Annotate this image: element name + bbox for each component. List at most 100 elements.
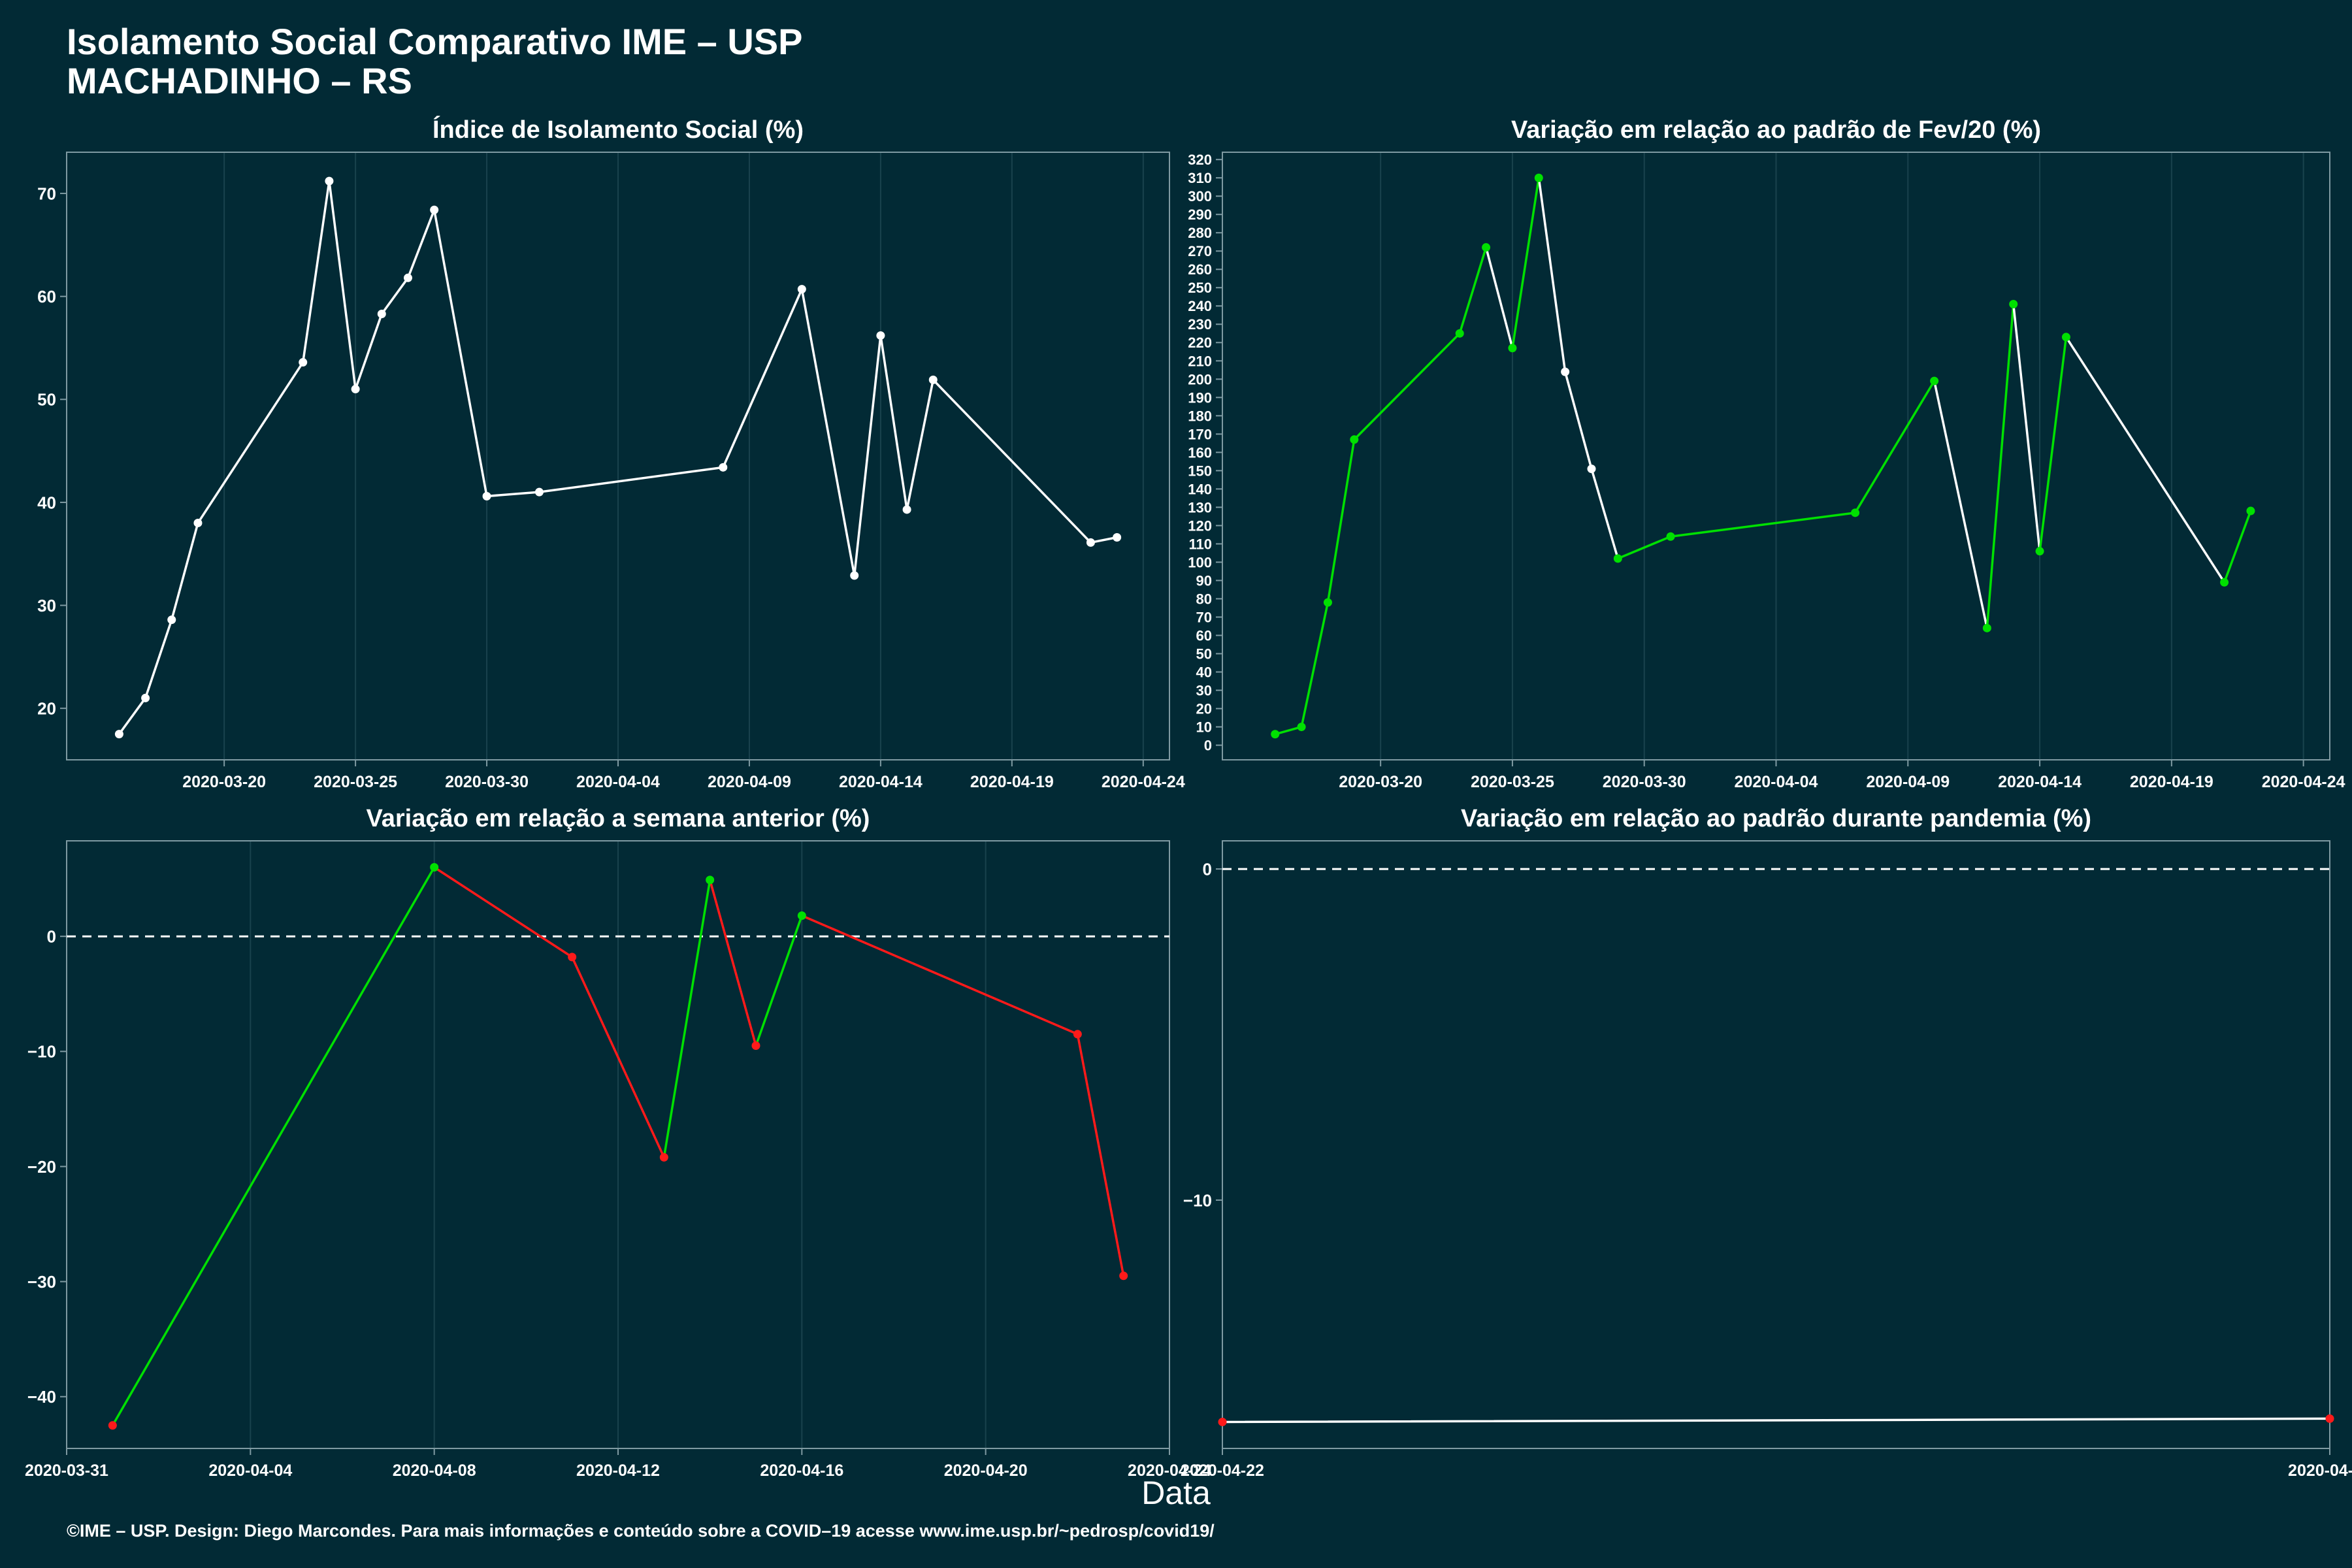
data-point [1930,376,1939,385]
y-tick-label: 10 [1196,719,1212,735]
series-line-segment [722,287,804,469]
y-tick-label: 200 [1188,371,1212,387]
y-tick-label: 50 [1196,645,1212,662]
data-point [928,375,938,384]
series-line-segment [1616,535,1672,560]
data-point [719,463,728,472]
data-point [430,205,439,214]
x-tick-label: 2020-03-20 [182,773,266,791]
y-tick-label: 140 [1188,481,1212,497]
data-point [1297,723,1306,732]
y-tick-label: 160 [1188,444,1212,461]
data-point [534,487,544,497]
series-line-segment [932,378,1092,544]
data-point [193,518,203,527]
x-tick-label: 2020-04-14 [1998,773,2082,791]
series-line-segment [406,208,436,280]
y-tick-label: 40 [1196,664,1212,680]
y-tick-label: −40 [27,1387,56,1407]
series-line-segment [879,334,908,511]
series-line-segment [144,618,173,700]
page-subtitle: MACHADINHO – RS [67,60,412,101]
series-line-segment [2012,302,2041,553]
y-tick-label: −30 [27,1272,56,1292]
series-line-segment [800,287,856,577]
y-tick-label: 180 [1188,408,1212,424]
data-point [1271,730,1280,739]
chart-panel-2: Variação em relação ao padrão de Fev/20 … [1188,116,2345,791]
y-tick-label: 250 [1188,280,1212,296]
x-tick-label: 2020-03-20 [1339,773,1422,791]
x-tick-label: 2020-04-19 [2130,773,2213,791]
series-line-segment [1590,467,1620,560]
data-point [1350,435,1359,444]
series-line-segment [485,491,541,498]
x-tick-label: 2020-04-24 [2262,773,2345,791]
y-tick-label: 280 [1188,225,1212,241]
series-line-segment [1669,512,1857,538]
x-tick-label: 2020-04-04 [576,773,660,791]
x-tick-label: 2020-03-25 [314,773,397,791]
plot-frame [1222,840,2330,1449]
series-line-segment [2065,336,2226,584]
data-point [797,285,806,294]
chart-panel-1: Índice de Isolamento Social (%) 2020-03-2… [37,115,1185,791]
y-tick-label: −10 [27,1042,56,1062]
data-point [1666,532,1675,541]
chart-title: Variação em relação ao padrão de Fev/20 … [1511,116,2041,144]
data-point [1086,538,1095,547]
y-tick-label: 150 [1188,463,1212,479]
x-tick-label: 2020-04-14 [839,773,923,791]
series-line-segment [1353,332,1461,441]
series-line-segment [800,914,1079,1036]
chart-panel-4: Variação em relação ao padrão durante pa… [1181,805,2352,1480]
series-line-segment [538,466,725,493]
data-point [1455,329,1464,338]
data-point [902,505,911,514]
x-tick-label: 2020-03-30 [1603,773,1686,791]
series-line-segment [433,866,574,958]
series-line-segment [1511,176,1541,350]
y-tick-label: 290 [1188,206,1212,223]
data-point [1218,1417,1227,1426]
series-line-segment [380,276,410,316]
y-tick-label: 170 [1188,426,1212,442]
data-point [568,953,577,962]
series-line-segment [1854,380,1936,514]
data-point [2061,333,2070,342]
series-line-segment [171,521,199,621]
y-tick-label: 40 [37,493,56,512]
data-point [876,331,885,340]
data-point [1113,533,1122,542]
x-tick-label: 2020-04-24 [1128,1462,1211,1480]
data-point [351,385,360,394]
data-point [141,693,150,702]
series-line-segment [1933,380,1989,630]
x-tick-label: 2020-04-24 [1102,773,1185,791]
y-tick-label: 60 [37,287,56,306]
y-tick-label: 0 [1204,738,1212,754]
series-line-segment [433,208,488,498]
x-axis-title: Data [1141,1475,1211,1511]
x-tick-label: 2020-03-31 [25,1462,108,1480]
y-tick-label: 120 [1188,517,1212,534]
series-line-segment [1985,302,2015,630]
y-tick-label: 270 [1188,243,1212,259]
y-tick-label: 50 [37,390,56,410]
series-line-segment [1089,536,1119,544]
series-line-segment [755,914,804,1047]
x-tick-label: 2020-04-20 [944,1462,1028,1480]
y-tick-label: 230 [1188,316,1212,333]
data-point [2325,1414,2334,1423]
data-point [1851,508,1860,517]
y-tick-label: 210 [1188,353,1212,369]
y-tick-label: 90 [1196,572,1212,589]
series-line-segment [662,879,711,1159]
data-point [114,730,123,739]
x-tick-label: 2020-04-22 [1181,1462,1264,1480]
x-tick-label: 2020-04-04 [208,1462,292,1480]
series-line-segment [354,312,384,391]
data-point [1982,623,1991,632]
x-tick-label: 2020-03-30 [445,773,529,791]
